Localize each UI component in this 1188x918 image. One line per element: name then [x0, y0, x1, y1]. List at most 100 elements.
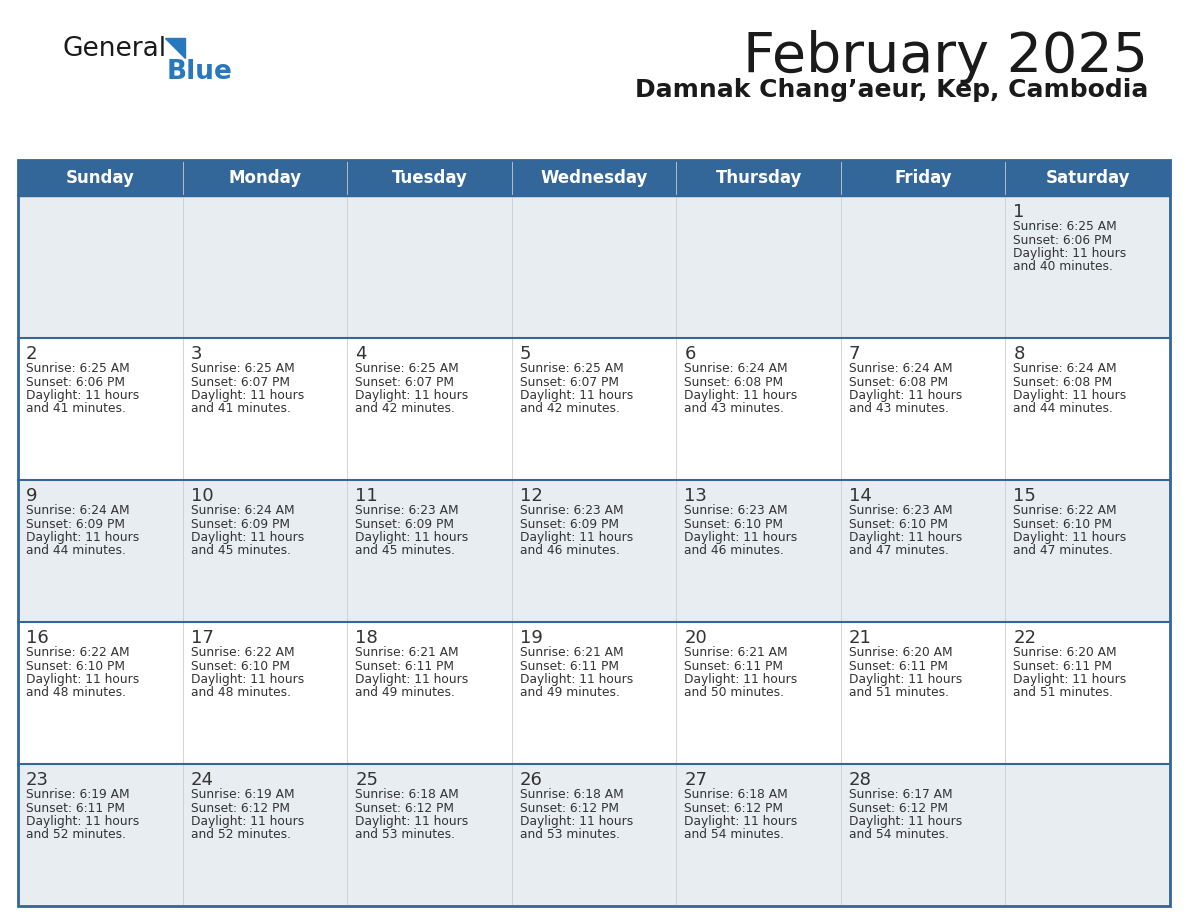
Bar	[18, 764, 1170, 906]
Text: Daylight: 11 hours: Daylight: 11 hours	[1013, 673, 1126, 686]
Text: and 40 minutes.: and 40 minutes.	[1013, 261, 1113, 274]
Text: Wednesday: Wednesday	[541, 169, 647, 187]
Text: Sunrise: 6:24 AM: Sunrise: 6:24 AM	[26, 504, 129, 517]
Text: 19: 19	[519, 629, 543, 647]
Text: Sunrise: 6:25 AM: Sunrise: 6:25 AM	[355, 362, 459, 375]
Text: Sunset: 6:11 PM: Sunset: 6:11 PM	[26, 801, 125, 814]
Text: Sunrise: 6:23 AM: Sunrise: 6:23 AM	[849, 504, 953, 517]
Text: Sunrise: 6:24 AM: Sunrise: 6:24 AM	[190, 504, 295, 517]
Text: Daylight: 11 hours: Daylight: 11 hours	[355, 389, 468, 402]
Text: Sunset: 6:06 PM: Sunset: 6:06 PM	[1013, 233, 1112, 247]
Text: 11: 11	[355, 487, 378, 505]
Text: and 41 minutes.: and 41 minutes.	[190, 402, 290, 416]
Text: Sunset: 6:11 PM: Sunset: 6:11 PM	[355, 659, 454, 673]
Bar	[18, 160, 1170, 906]
Text: Sunrise: 6:19 AM: Sunrise: 6:19 AM	[190, 788, 295, 801]
Text: and 49 minutes.: and 49 minutes.	[519, 687, 620, 700]
Text: 16: 16	[26, 629, 49, 647]
Text: 6: 6	[684, 345, 696, 363]
Text: Sunrise: 6:18 AM: Sunrise: 6:18 AM	[355, 788, 459, 801]
Text: Daylight: 11 hours: Daylight: 11 hours	[26, 673, 139, 686]
Text: 24: 24	[190, 771, 214, 789]
Text: and 50 minutes.: and 50 minutes.	[684, 687, 784, 700]
Text: Daylight: 11 hours: Daylight: 11 hours	[519, 531, 633, 544]
Text: Sunrise: 6:22 AM: Sunrise: 6:22 AM	[26, 646, 129, 659]
Text: Sunset: 6:12 PM: Sunset: 6:12 PM	[849, 801, 948, 814]
Text: Daylight: 11 hours: Daylight: 11 hours	[519, 389, 633, 402]
Text: Monday: Monday	[228, 169, 302, 187]
Text: Blue: Blue	[168, 59, 233, 85]
Text: 14: 14	[849, 487, 872, 505]
Text: and 54 minutes.: and 54 minutes.	[849, 829, 949, 842]
Text: Daylight: 11 hours: Daylight: 11 hours	[355, 815, 468, 828]
Text: and 42 minutes.: and 42 minutes.	[519, 402, 620, 416]
Text: Sunset: 6:11 PM: Sunset: 6:11 PM	[849, 659, 948, 673]
Text: Sunset: 6:12 PM: Sunset: 6:12 PM	[355, 801, 454, 814]
Text: Sunset: 6:07 PM: Sunset: 6:07 PM	[519, 375, 619, 388]
Text: and 51 minutes.: and 51 minutes.	[849, 687, 949, 700]
Text: and 54 minutes.: and 54 minutes.	[684, 829, 784, 842]
Text: Daylight: 11 hours: Daylight: 11 hours	[26, 815, 139, 828]
Text: 7: 7	[849, 345, 860, 363]
Text: Sunset: 6:07 PM: Sunset: 6:07 PM	[190, 375, 290, 388]
Text: 5: 5	[519, 345, 531, 363]
Text: 22: 22	[1013, 629, 1036, 647]
Text: Sunset: 6:07 PM: Sunset: 6:07 PM	[355, 375, 454, 388]
Text: 10: 10	[190, 487, 213, 505]
Text: Sunrise: 6:24 AM: Sunrise: 6:24 AM	[1013, 362, 1117, 375]
Text: and 45 minutes.: and 45 minutes.	[355, 544, 455, 557]
Text: and 43 minutes.: and 43 minutes.	[684, 402, 784, 416]
Text: Sunrise: 6:21 AM: Sunrise: 6:21 AM	[684, 646, 788, 659]
Text: 1: 1	[1013, 203, 1025, 221]
Text: Sunset: 6:11 PM: Sunset: 6:11 PM	[519, 659, 619, 673]
Text: 12: 12	[519, 487, 543, 505]
Text: Daylight: 11 hours: Daylight: 11 hours	[1013, 247, 1126, 260]
Text: and 43 minutes.: and 43 minutes.	[849, 402, 949, 416]
Text: General: General	[62, 36, 166, 62]
Text: Daylight: 11 hours: Daylight: 11 hours	[26, 389, 139, 402]
Text: Sunrise: 6:22 AM: Sunrise: 6:22 AM	[190, 646, 295, 659]
Text: Sunset: 6:12 PM: Sunset: 6:12 PM	[684, 801, 783, 814]
Text: Sunset: 6:08 PM: Sunset: 6:08 PM	[1013, 375, 1112, 388]
Text: Daylight: 11 hours: Daylight: 11 hours	[1013, 389, 1126, 402]
Text: Sunset: 6:11 PM: Sunset: 6:11 PM	[1013, 659, 1112, 673]
Text: Daylight: 11 hours: Daylight: 11 hours	[26, 531, 139, 544]
Text: Sunrise: 6:25 AM: Sunrise: 6:25 AM	[1013, 220, 1117, 233]
Text: Daylight: 11 hours: Daylight: 11 hours	[190, 673, 304, 686]
Text: 3: 3	[190, 345, 202, 363]
Text: Daylight: 11 hours: Daylight: 11 hours	[684, 531, 797, 544]
Text: and 52 minutes.: and 52 minutes.	[26, 829, 126, 842]
Text: 23: 23	[26, 771, 49, 789]
Text: Sunset: 6:10 PM: Sunset: 6:10 PM	[684, 518, 783, 531]
Bar	[18, 196, 1170, 338]
Polygon shape	[165, 38, 185, 58]
Text: and 46 minutes.: and 46 minutes.	[519, 544, 620, 557]
Text: Sunrise: 6:23 AM: Sunrise: 6:23 AM	[355, 504, 459, 517]
Text: Sunset: 6:06 PM: Sunset: 6:06 PM	[26, 375, 125, 388]
Text: Daylight: 11 hours: Daylight: 11 hours	[190, 389, 304, 402]
Text: Sunset: 6:09 PM: Sunset: 6:09 PM	[519, 518, 619, 531]
Text: 8: 8	[1013, 345, 1025, 363]
Text: Daylight: 11 hours: Daylight: 11 hours	[849, 531, 962, 544]
Text: Friday: Friday	[895, 169, 952, 187]
Bar	[18, 338, 1170, 480]
Text: Daylight: 11 hours: Daylight: 11 hours	[355, 673, 468, 686]
Text: Sunrise: 6:25 AM: Sunrise: 6:25 AM	[190, 362, 295, 375]
Text: Daylight: 11 hours: Daylight: 11 hours	[190, 815, 304, 828]
Text: February 2025: February 2025	[742, 30, 1148, 84]
Text: Damnak Chang’aeur, Kep, Cambodia: Damnak Chang’aeur, Kep, Cambodia	[634, 78, 1148, 102]
Text: 2: 2	[26, 345, 38, 363]
Text: Daylight: 11 hours: Daylight: 11 hours	[684, 389, 797, 402]
Text: Saturday: Saturday	[1045, 169, 1130, 187]
Text: Sunrise: 6:25 AM: Sunrise: 6:25 AM	[519, 362, 624, 375]
Text: and 47 minutes.: and 47 minutes.	[1013, 544, 1113, 557]
Text: Sunrise: 6:22 AM: Sunrise: 6:22 AM	[1013, 504, 1117, 517]
Text: and 53 minutes.: and 53 minutes.	[519, 829, 620, 842]
Text: and 49 minutes.: and 49 minutes.	[355, 687, 455, 700]
Text: 9: 9	[26, 487, 38, 505]
Text: Sunset: 6:12 PM: Sunset: 6:12 PM	[190, 801, 290, 814]
Text: and 47 minutes.: and 47 minutes.	[849, 544, 949, 557]
Text: Sunset: 6:10 PM: Sunset: 6:10 PM	[849, 518, 948, 531]
Text: 4: 4	[355, 345, 367, 363]
Text: and 44 minutes.: and 44 minutes.	[1013, 402, 1113, 416]
